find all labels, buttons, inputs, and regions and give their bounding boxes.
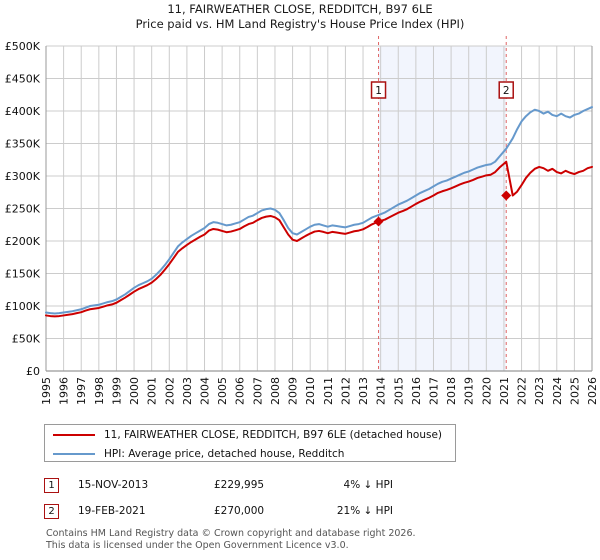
footer-copyright: Contains HM Land Registry data © Crown c…: [46, 528, 416, 539]
transaction-date-1: 15-NOV-2013: [78, 479, 149, 491]
transaction-row-2[interactable]: 2 19-FEB-2021 £270,000 21% ↓ HPI: [44, 500, 444, 522]
chart-legend: 11, FAIRWEATHER CLOSE, REDDITCH, B97 6LE…: [44, 424, 456, 462]
transaction-marker-2: 2: [44, 503, 59, 519]
x-axis-tick-label: 2002: [163, 377, 176, 405]
y-axis-tick-label: £500K: [5, 40, 41, 53]
chart-title-block: 11, FAIRWEATHER CLOSE, REDDITCH, B97 6LE…: [0, 2, 600, 32]
legend-label-hpi: HPI: Average price, detached house, Redd…: [104, 447, 345, 460]
y-axis-tick-label: £200K: [5, 235, 41, 248]
x-axis-tick-label: 2001: [146, 377, 159, 405]
footer-licence: This data is licensed under the Open Gov…: [46, 539, 349, 551]
y-axis-tick-label: £100K: [5, 300, 41, 313]
transaction-price-2: £270,000: [214, 505, 265, 517]
transaction-marker-1: 1: [44, 477, 59, 493]
x-axis-tick-label: 2007: [251, 377, 264, 405]
x-axis-tick-label: 1996: [58, 377, 71, 405]
y-axis-tick-label: £400K: [5, 105, 41, 118]
x-axis-tick-label: 2024: [551, 377, 564, 405]
x-axis-tick-label: 2015: [392, 377, 405, 405]
x-axis-tick-label: 2021: [498, 377, 511, 405]
y-axis-tick-label: £250K: [5, 203, 41, 216]
x-axis-tick-label: 2019: [463, 377, 476, 405]
y-axis-tick-label: £0: [26, 365, 40, 378]
x-axis-tick-label: 2020: [480, 377, 493, 405]
x-axis-tick-label: 2003: [181, 377, 194, 405]
x-axis-tick-label: 2009: [287, 377, 300, 405]
x-axis-tick-label: 2014: [375, 377, 388, 405]
annotation-box-2[interactable]: [498, 81, 514, 99]
legend-item-price-paid: 11, FAIRWEATHER CLOSE, REDDITCH, B97 6LE…: [45, 425, 455, 444]
x-axis-tick-label: 2017: [427, 377, 440, 405]
sale-marker-2[interactable]: [501, 190, 512, 201]
legend-swatch-price-paid: [53, 433, 95, 436]
x-axis-tick-label: 2004: [199, 377, 212, 405]
x-axis-tick-label: 2011: [322, 377, 335, 405]
transaction-hpi-delta-2: 21% ↓ HPI: [336, 505, 393, 517]
y-axis-tick-label: £450K: [5, 73, 41, 86]
legend-label-price-paid: 11, FAIRWEATHER CLOSE, REDDITCH, B97 6LE…: [104, 428, 442, 441]
x-axis-tick-label: 2013: [357, 377, 370, 405]
chart-footer: Contains HM Land Registry data © Crown c…: [46, 528, 586, 551]
x-axis-tick-label: 2000: [128, 377, 141, 405]
series-line-price-paid: [45, 160, 593, 318]
x-axis-tick-label: 1997: [75, 377, 88, 405]
x-axis-tick-label: 2026: [586, 377, 599, 405]
x-axis-tick-label: 2005: [216, 377, 229, 405]
x-axis-tick-label: 2016: [410, 377, 423, 405]
x-axis-tick-label: 2018: [445, 377, 458, 405]
y-axis-tick-label: £150K: [5, 268, 41, 281]
x-axis-tick-label: 1998: [93, 377, 106, 405]
x-axis-tick-label: 1999: [110, 377, 123, 405]
x-axis-tick-label: 2012: [339, 377, 352, 405]
y-axis-tick-label: £350K: [5, 138, 41, 151]
page-title: 11, FAIRWEATHER CLOSE, REDDITCH, B97 6LE: [167, 2, 433, 16]
page-subtitle: Price paid vs. HM Land Registry's House …: [135, 17, 465, 31]
annotation-box-1[interactable]: [370, 81, 387, 99]
x-axis-tick-label: 1995: [40, 377, 53, 405]
chart-plot-area: 1995 1996 1997 1998 1999 2000 2001 2002 2003 2004…: [5, 36, 599, 405]
transaction-date-2: 19-FEB-2021: [78, 505, 146, 517]
legend-swatch-hpi: [53, 452, 95, 455]
x-axis-tick-label: 2008: [269, 377, 282, 405]
x-axis-tick-label: 2006: [234, 377, 247, 405]
legend-item-hpi: HPI: Average price, detached house, Redd…: [45, 444, 455, 463]
x-axis-tick-label: 2010: [304, 377, 317, 405]
series-line-hpi: [45, 106, 593, 315]
transaction-row-1[interactable]: 1 15-NOV-2013 £229,995 4% ↓ HPI: [44, 474, 444, 496]
y-axis-tick-label: £50K: [12, 333, 41, 346]
x-axis-tick-label: 2025: [568, 377, 581, 405]
sale-marker-1[interactable]: [373, 216, 384, 227]
x-axis-tick-label: 2022: [516, 377, 529, 405]
y-axis-tick-label: £300K: [5, 170, 41, 183]
annotation-box-label-2: 2: [503, 85, 510, 97]
x-axis-tick-label: 2023: [533, 377, 546, 405]
transaction-hpi-delta-1: 4% ↓ HPI: [343, 479, 393, 491]
annotation-box-label-1: 1: [375, 85, 382, 97]
transaction-price-1: £229,995: [214, 479, 265, 491]
